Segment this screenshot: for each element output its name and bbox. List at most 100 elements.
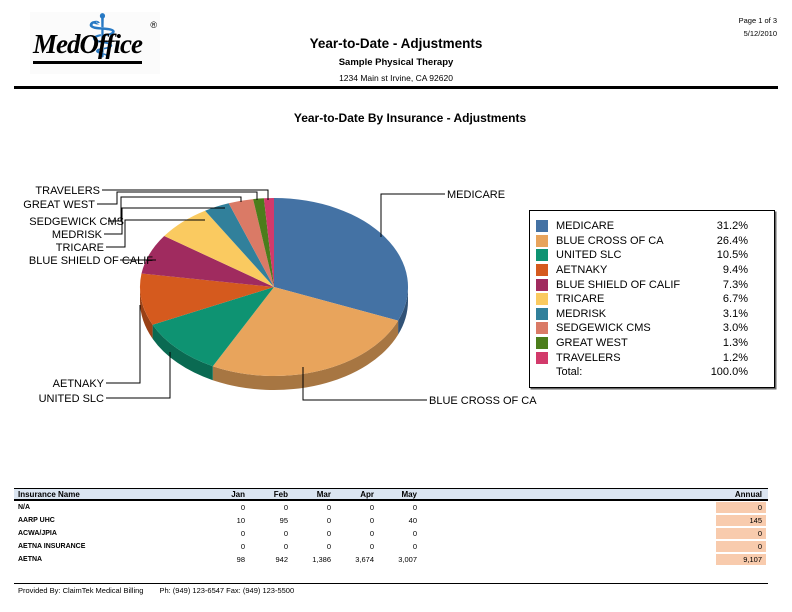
table-row: AETNA INSURANCE 0 0 0 0 0 0	[14, 540, 768, 553]
pie-slice-blue-cross-of-ca	[212, 287, 399, 377]
legend-percent: 3.1%	[722, 307, 748, 320]
page-number: Page 1 of 3	[738, 16, 777, 25]
month-value: 0	[369, 542, 374, 551]
insurance-name: AETNA	[18, 556, 43, 563]
insurance-name: AETNA INSURANCE	[18, 543, 86, 550]
month-value: 0	[412, 503, 417, 512]
medoffice-logo: ⚕ MedOffice ®	[30, 3, 160, 74]
footer-provided-by: Provided By: ClaimTek Medical Billing	[18, 586, 144, 595]
report-date: 5/12/2010	[743, 29, 777, 38]
pie-slice-tricare	[164, 210, 274, 287]
annual-value: 0	[716, 502, 766, 513]
legend-label: AETNAKY	[556, 264, 608, 277]
legend-swatch	[536, 307, 548, 320]
callout-medicare: MEDICARE	[447, 189, 505, 201]
footer-phone-fax: Ph: (949) 123-6547 Fax: (949) 123-5500	[159, 586, 295, 595]
month-value: 0	[369, 503, 374, 512]
insurance-table: Insurance Name Jan Feb Mar Apr May Annual N/A 0…	[14, 488, 768, 566]
pie-side-aetnaky	[139, 287, 153, 339]
leader-line-tricare	[106, 219, 205, 248]
col-header-annual-wrap: Annual	[417, 490, 768, 499]
annual-wrap: 0	[417, 502, 768, 513]
month-value: 3,007	[398, 555, 417, 564]
practice-address: 1234 Main st Irvine, CA 92620	[339, 73, 453, 83]
table-row: N/A 0 0 0 0 0 0	[14, 501, 768, 514]
leader-line-travelers	[102, 189, 269, 200]
legend-percent: 1.3%	[722, 337, 748, 350]
report-title: Year-to-Date - Adjustments	[309, 36, 483, 51]
col-header-month: May	[401, 489, 417, 499]
col-header-month: Apr	[360, 489, 374, 499]
col-header-insurance-name: Insurance Name	[18, 489, 80, 499]
legend-label: SEDGEWICK CMS	[556, 322, 651, 335]
callout-medrisk: MEDRISK	[52, 229, 103, 241]
pie-slices	[139, 197, 409, 377]
month-value: 95	[279, 516, 288, 525]
legend-row: SEDGEWICK CMS 3.0%	[536, 321, 748, 336]
month-value: 0	[240, 503, 245, 512]
legend-row: UNITED SLC 10.5%	[536, 248, 748, 263]
callout-united-slc: UNITED SLC	[39, 393, 104, 405]
leader-line-sedgewick-cms	[108, 196, 242, 222]
pie-slice-medrisk	[205, 203, 274, 287]
legend-row: MEDICARE 31.2%	[536, 219, 748, 234]
pie-3d-sides	[139, 287, 408, 391]
callout-travelers: TRAVELERS	[35, 185, 100, 197]
legend-swatch	[536, 293, 548, 306]
pie-slice-sedgewick-cms	[228, 199, 274, 287]
leader-line-great-west	[97, 191, 258, 205]
month-value: 0	[326, 542, 331, 551]
legend-row: TRAVELERS 1.2%	[536, 350, 748, 365]
legend-swatch	[536, 249, 548, 262]
legend-swatch	[536, 264, 548, 277]
legend-label: TRICARE	[556, 293, 605, 306]
page-info: Page 1 of 3 5/12/2010	[739, 14, 777, 40]
pie-slice-travelers	[263, 198, 274, 287]
insurance-name: ACWA/JPIA	[18, 530, 57, 537]
month-value: 0	[369, 516, 374, 525]
legend-percent: 26.4%	[716, 234, 748, 247]
month-value: 0	[412, 542, 417, 551]
legend-swatch	[536, 337, 548, 350]
month-value: 0	[240, 542, 245, 551]
month-value: 40	[408, 516, 417, 525]
legend-row: TRICARE 6.7%	[536, 292, 748, 307]
pie-side-united-slc	[152, 324, 213, 381]
annual-wrap: 9,107	[417, 554, 768, 565]
col-header-month: Jan	[231, 489, 245, 499]
callout-great-west: GREAT WEST	[23, 199, 95, 211]
legend-row: GREAT WEST 1.3%	[536, 336, 748, 351]
legend-swatch	[536, 278, 548, 291]
pie-slice-great-west	[253, 198, 274, 287]
leader-line-blue-cross	[302, 367, 427, 401]
chart-title: Year-to-Date By Insurance - Adjustments	[293, 111, 527, 125]
leader-line-united-slc	[106, 352, 171, 399]
legend-label: GREAT WEST	[556, 337, 628, 350]
leader-line-medicare	[380, 193, 445, 237]
month-value: 0	[326, 516, 331, 525]
annual-value: 145	[716, 515, 766, 526]
report-footer: Provided By: ClaimTek Medical Billing Ph…	[18, 586, 294, 595]
leader-line-aetnaky	[106, 305, 141, 384]
pie-chart: TRAVELERS GREAT WEST SEDGEWICK CMS MEDRI…	[23, 185, 537, 407]
callout-blue-shield: BLUE SHIELD OF CALIF	[29, 255, 153, 267]
pie-slice-medicare	[274, 197, 409, 321]
pie-side-medicare	[398, 287, 408, 335]
legend-swatch	[536, 351, 548, 364]
insurance-name: AARP UHC	[18, 517, 55, 524]
footer-divider	[14, 583, 768, 584]
insurance-name: N/A	[18, 504, 31, 511]
legend-row: AETNAKY 9.4%	[536, 263, 748, 278]
legend-label: MEDRISK	[556, 307, 607, 320]
month-value: 0	[283, 529, 288, 538]
callout-blue-cross: BLUE CROSS OF CA	[429, 395, 537, 407]
legend-row: BLUE SHIELD OF CALIF 7.3%	[536, 277, 748, 292]
month-value: 0	[283, 503, 288, 512]
legend-percent: 7.3%	[722, 278, 748, 291]
table-row: AETNA 98 942 1,386 3,674 3,007 9,107	[14, 553, 768, 566]
month-value: 0	[326, 503, 331, 512]
legend-label: UNITED SLC	[556, 249, 622, 262]
legend-percent: 10.5%	[716, 249, 748, 262]
col-header-annual: Annual	[734, 489, 762, 499]
